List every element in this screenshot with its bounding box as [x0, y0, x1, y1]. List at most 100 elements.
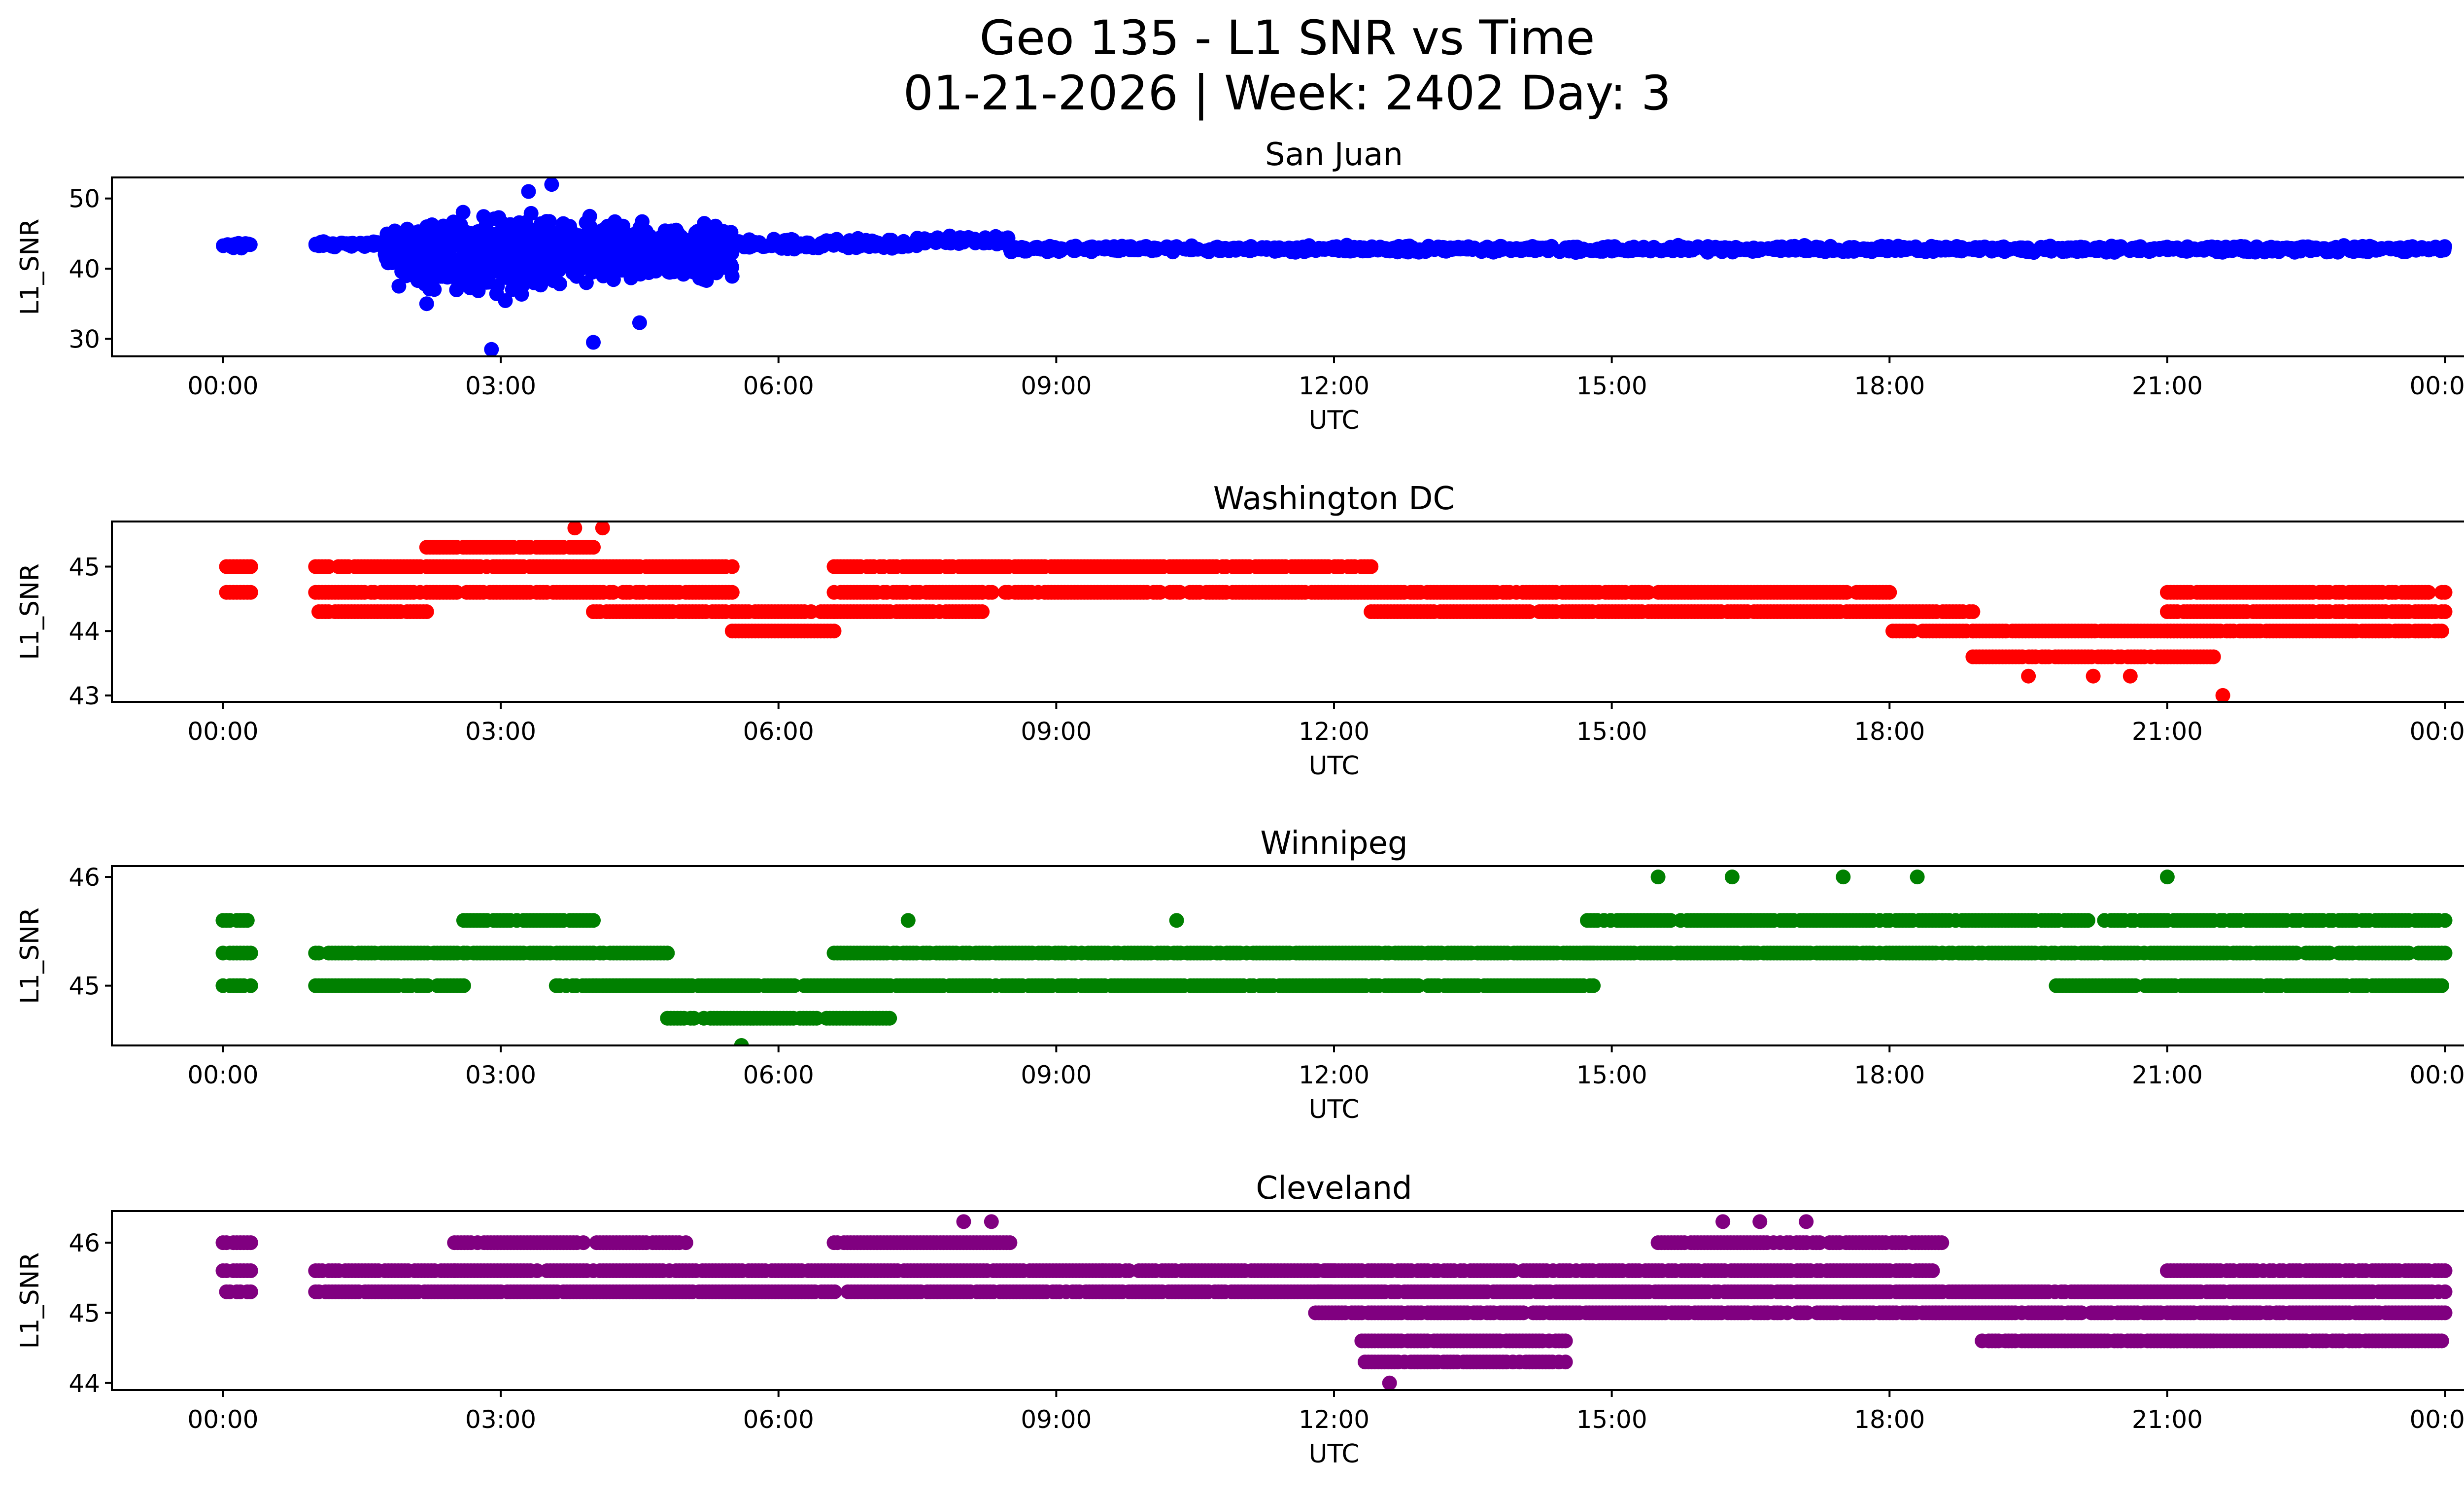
- data-point: [1892, 242, 1908, 257]
- data-point: [1595, 243, 1610, 259]
- data-point: [2226, 240, 2242, 255]
- data-point: [737, 239, 752, 254]
- x-tick-label: 18:00: [1854, 372, 1925, 400]
- data-point: [2293, 240, 2308, 255]
- data-point: [324, 239, 340, 254]
- data-point: [429, 230, 445, 244]
- data-point: [2396, 241, 2411, 256]
- x-axis-label: UTC: [1308, 751, 1359, 781]
- data-point: [523, 206, 539, 221]
- x-tick-label: 12:00: [1299, 372, 1369, 400]
- x-tick-label: 06:00: [743, 717, 814, 746]
- data-point: [1397, 241, 1412, 256]
- data-point: [1135, 241, 1150, 256]
- data-point: [2371, 242, 2386, 257]
- y-axis-label: L1_SNR: [15, 907, 45, 1004]
- data-point: [2179, 243, 2194, 259]
- data-point: [2437, 913, 2453, 928]
- data-point: [1882, 585, 1897, 600]
- data-point: [1364, 559, 1379, 574]
- data-point: [2122, 668, 2138, 684]
- data-point: [243, 585, 258, 600]
- x-tick-label: 09:00: [1021, 372, 1092, 400]
- data-point: [1346, 241, 1361, 256]
- data-point: [1622, 241, 1638, 256]
- x-axis-label: UTC: [1308, 1095, 1359, 1124]
- data-point: [512, 251, 527, 267]
- data-point: [1558, 242, 1574, 257]
- data-point: [2132, 241, 2147, 256]
- x-tick-label: 21:00: [2132, 1061, 2203, 1089]
- data-point: [1444, 242, 1459, 257]
- data-point: [390, 231, 405, 246]
- data-point: [1662, 242, 1677, 257]
- data-point: [1365, 241, 1380, 256]
- scatter-points-winnipeg: [215, 869, 2453, 1045]
- data-point: [2154, 241, 2169, 256]
- x-tick-label: 21:00: [2132, 717, 2203, 746]
- data-point: [1008, 240, 1023, 255]
- data-point: [616, 228, 632, 243]
- data-point: [1836, 869, 1851, 885]
- data-point: [826, 624, 842, 639]
- data-point: [501, 236, 516, 250]
- x-tick-label: 12:00: [1299, 717, 1369, 746]
- data-point: [2421, 585, 2436, 600]
- data-point: [882, 1010, 897, 1026]
- data-point: [724, 559, 740, 574]
- data-point: [1211, 243, 1227, 258]
- data-point: [724, 585, 740, 600]
- data-point: [2282, 242, 2296, 257]
- data-point: [992, 231, 1006, 246]
- data-point: [1169, 913, 1184, 928]
- data-point: [900, 913, 916, 928]
- data-point: [600, 218, 616, 234]
- y-tick-label: 30: [68, 325, 100, 353]
- data-point: [716, 234, 731, 249]
- data-point: [2021, 668, 2036, 684]
- data-point: [787, 235, 802, 250]
- data-point: [598, 243, 614, 258]
- data-point: [243, 1263, 258, 1278]
- y-axis-label: L1_SNR: [15, 563, 45, 660]
- y-tick-label: 45: [68, 553, 100, 582]
- data-point: [623, 270, 639, 285]
- data-point: [230, 238, 245, 253]
- x-tick-label: 21:00: [2132, 372, 2203, 400]
- data-point: [413, 244, 429, 259]
- data-point: [2014, 243, 2029, 258]
- data-point: [1841, 241, 1856, 256]
- data-point: [586, 540, 601, 555]
- x-tick-label: 03:00: [465, 1061, 536, 1089]
- data-point: [2166, 242, 2181, 257]
- data-point: [1386, 242, 1401, 257]
- data-point: [803, 238, 818, 253]
- y-tick-label: 40: [68, 255, 100, 283]
- data-point: [1184, 241, 1199, 256]
- data-point: [243, 559, 258, 574]
- scatter-points-san-juan: [216, 177, 2452, 356]
- data-point: [2043, 242, 2058, 257]
- data-point: [243, 1235, 258, 1251]
- data-point: [419, 604, 434, 619]
- data-point: [1293, 241, 1308, 256]
- data-point: [695, 252, 710, 267]
- data-point: [597, 260, 612, 275]
- panel-title-san-juan: San Juan: [1265, 137, 1403, 173]
- data-point: [491, 210, 507, 225]
- data-point: [243, 945, 258, 961]
- data-point: [509, 269, 524, 284]
- data-point: [453, 217, 468, 233]
- data-point: [586, 335, 601, 350]
- data-point: [345, 236, 360, 251]
- data-point: [2437, 945, 2453, 961]
- data-point: [450, 256, 466, 272]
- data-point: [1081, 240, 1096, 255]
- data-point: [836, 238, 851, 253]
- data-point: [399, 246, 413, 262]
- data-point: [484, 342, 499, 356]
- x-tick-label: 03:00: [465, 717, 536, 746]
- data-point: [2091, 243, 2106, 258]
